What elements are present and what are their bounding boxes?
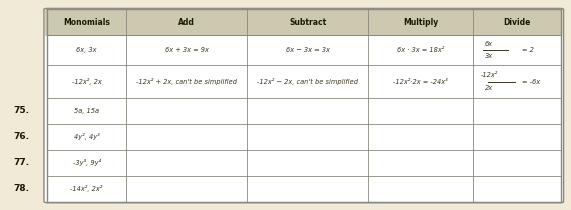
Text: 6x + 3x = 9x: 6x + 3x = 9x — [165, 47, 209, 53]
Text: Subtract: Subtract — [289, 18, 326, 27]
Text: 5a, 15a: 5a, 15a — [74, 108, 99, 114]
Text: 2x: 2x — [485, 85, 493, 91]
Text: = 2: = 2 — [522, 47, 534, 53]
Text: -12x²·2x = -24x³: -12x²·2x = -24x³ — [393, 79, 448, 84]
Text: 4y², 4y³: 4y², 4y³ — [74, 133, 99, 140]
Text: 6x · 3x = 18x²: 6x · 3x = 18x² — [397, 47, 444, 53]
Text: 78.: 78. — [14, 184, 30, 193]
Text: Monomials: Monomials — [63, 18, 110, 27]
Text: 75.: 75. — [14, 106, 30, 115]
Text: 76.: 76. — [14, 132, 30, 141]
Text: 77.: 77. — [14, 158, 30, 167]
Text: 3x: 3x — [485, 53, 493, 59]
Text: Add: Add — [178, 18, 195, 27]
Text: = -6x: = -6x — [522, 79, 540, 84]
Text: -12x²: -12x² — [480, 72, 498, 78]
Text: -12x² − 2x, can't be simplified: -12x² − 2x, can't be simplified — [257, 78, 358, 85]
Text: -3y³, 9y⁴: -3y³, 9y⁴ — [73, 159, 100, 166]
Text: -14x², 2x²: -14x², 2x² — [70, 185, 103, 192]
Text: Multiply: Multiply — [403, 18, 439, 27]
Text: Divide: Divide — [504, 18, 530, 27]
FancyBboxPatch shape — [45, 9, 562, 36]
Text: 6x: 6x — [485, 41, 493, 47]
Text: 6x − 3x = 3x: 6x − 3x = 3x — [286, 47, 329, 53]
FancyBboxPatch shape — [44, 8, 564, 203]
Text: 6x, 3x: 6x, 3x — [77, 47, 97, 53]
Text: -12x² + 2x, can't be simplified: -12x² + 2x, can't be simplified — [136, 78, 238, 85]
Text: -12x², 2x: -12x², 2x — [72, 78, 102, 85]
